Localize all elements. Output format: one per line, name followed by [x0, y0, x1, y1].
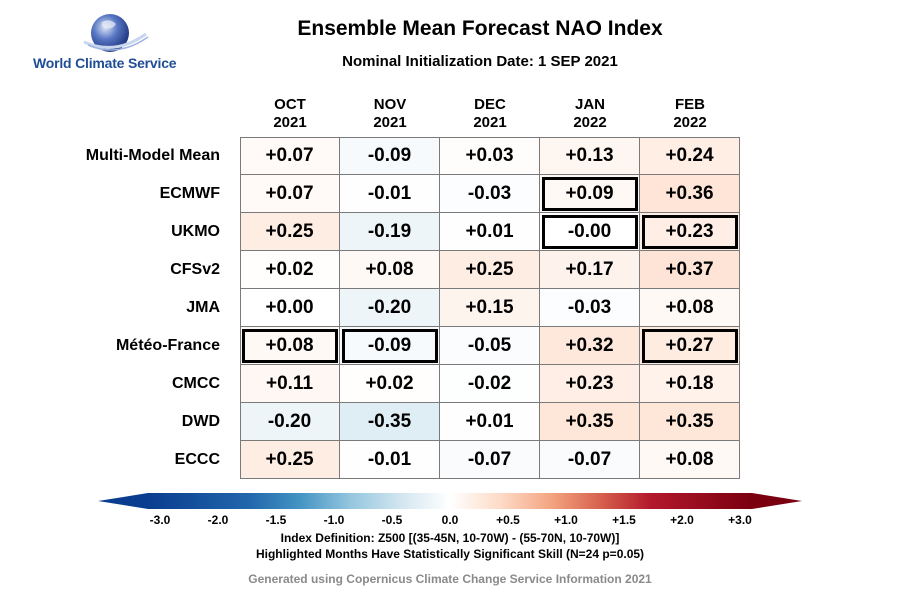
- heatmap-cell: -0.03: [540, 289, 640, 327]
- row-label: JMA: [186, 299, 220, 316]
- heatmap-cell: +0.02: [340, 365, 440, 403]
- heatmap-cell: +0.18: [640, 365, 740, 403]
- row-label: Météo-France: [115, 337, 220, 354]
- chart-title: Ensemble Mean Forecast NAO Index: [297, 17, 663, 40]
- copernicus-footer: Generated using Copernicus Climate Chang…: [248, 572, 652, 586]
- colorbar-tick-label: +3.0: [728, 513, 752, 527]
- colorbar-tick-label: -1.0: [323, 513, 345, 527]
- column-year-label: 2021: [373, 114, 407, 131]
- heatmap-cell: +0.02: [240, 251, 340, 289]
- column-year-label: 2021: [273, 114, 307, 131]
- heatmap-cell: -0.20: [240, 403, 340, 441]
- column-header-feb: FEB 2022: [640, 96, 740, 132]
- heatmap-cell: +0.25: [440, 251, 540, 289]
- column-month-label: OCT: [274, 96, 306, 113]
- nao-heatmap-grid: +0.07 -0.09 +0.03 +0.13 +0.24 +0.07 -0.01 -0.03…: [240, 137, 740, 479]
- heatmap-cell: +0.00: [240, 289, 340, 327]
- colorbar-tick-label: +1.5: [612, 513, 636, 527]
- heatmap-cell: +0.37: [640, 251, 740, 289]
- heatmap-cell: +0.17: [540, 251, 640, 289]
- significance-note: Highlighted Months Have Statistically Si…: [255, 547, 645, 561]
- heatmap-cell: +0.08: [340, 251, 440, 289]
- heatmap-cell: -0.00: [540, 213, 640, 251]
- heatmap-cell: +0.08: [240, 327, 340, 365]
- colorbar-tick-label: +0.5: [496, 513, 520, 527]
- heatmap-cell: +0.07: [240, 137, 340, 175]
- heatmap-cell: -0.09: [340, 327, 440, 365]
- column-month-label: FEB: [675, 96, 705, 113]
- heatmap-cell: -0.03: [440, 175, 540, 213]
- heatmap-cell: -0.05: [440, 327, 540, 365]
- heatmap-cell: +0.25: [240, 441, 340, 479]
- heatmap-cell: -0.19: [340, 213, 440, 251]
- world-climate-service-logo: World Climate Service: [30, 12, 190, 74]
- globe-icon: [83, 14, 149, 52]
- row-label: ECCC: [174, 451, 220, 468]
- heatmap-cell: +0.15: [440, 289, 540, 327]
- heatmap-cell: -0.20: [340, 289, 440, 327]
- column-year-label: 2022: [673, 114, 707, 131]
- colorbar-tick-label: 0.0: [441, 513, 459, 527]
- column-header-nov: NOV 2021: [340, 96, 440, 132]
- heatmap-cell: +0.23: [540, 365, 640, 403]
- heatmap-cell: -0.07: [440, 441, 540, 479]
- heatmap-cell: +0.08: [640, 289, 740, 327]
- colorbar-tick-label: -1.5: [265, 513, 287, 527]
- heatmap-cell: -0.09: [340, 137, 440, 175]
- column-month-label: NOV: [373, 96, 407, 113]
- colorbar-ramp: [98, 493, 802, 509]
- colorbar-tick-label: -0.5: [381, 513, 403, 527]
- index-definition-note: Index Definition: Z500 [(35-45N, 10-70W)…: [280, 531, 620, 545]
- heatmap-cell: -0.01: [340, 441, 440, 479]
- heatmap-cell: -0.07: [540, 441, 640, 479]
- heatmap-cell: +0.01: [440, 213, 540, 251]
- row-label: DWD: [181, 413, 220, 430]
- column-year-label: 2021: [473, 114, 507, 131]
- heatmap-cell: +0.23: [640, 213, 740, 251]
- heatmap-cell: +0.24: [640, 137, 740, 175]
- colorbar: [98, 493, 802, 509]
- row-label: ECMWF: [159, 185, 220, 202]
- column-month-label: DEC: [474, 96, 506, 113]
- column-header-oct: OCT 2021: [240, 96, 340, 132]
- column-header-dec: DEC 2021: [440, 96, 540, 132]
- heatmap-cell: -0.02: [440, 365, 540, 403]
- heatmap-cell: +0.07: [240, 175, 340, 213]
- heatmap-cell: +0.11: [240, 365, 340, 403]
- heatmap-cell: -0.35: [340, 403, 440, 441]
- colorbar-tick-label: -2.0: [207, 513, 229, 527]
- heatmap-cell: +0.01: [440, 403, 540, 441]
- heatmap-cell: +0.13: [540, 137, 640, 175]
- colorbar-tick-label: +2.0: [670, 513, 694, 527]
- heatmap-cell: +0.35: [540, 403, 640, 441]
- heatmap-cell: +0.03: [440, 137, 540, 175]
- heatmap-cell: +0.08: [640, 441, 740, 479]
- row-label: Multi-Model Mean: [85, 147, 220, 164]
- column-month-label: JAN: [574, 96, 605, 113]
- heatmap-cell: +0.32: [540, 327, 640, 365]
- heatmap-cell: +0.09: [540, 175, 640, 213]
- heatmap-cell: +0.35: [640, 403, 740, 441]
- column-year-label: 2022: [573, 114, 607, 131]
- row-label: CFSv2: [170, 261, 220, 278]
- colorbar-tick-label: -3.0: [149, 513, 171, 527]
- colorbar-tick-label: +1.0: [554, 513, 578, 527]
- chart-subtitle: Nominal Initialization Date: 1 SEP 2021: [342, 53, 618, 70]
- heatmap-cell: -0.01: [340, 175, 440, 213]
- heatmap-cell: +0.25: [240, 213, 340, 251]
- heatmap-cell: +0.36: [640, 175, 740, 213]
- row-label: CMCC: [172, 375, 220, 392]
- heatmap-cell: +0.27: [640, 327, 740, 365]
- row-label: UKMO: [171, 223, 220, 240]
- column-header-jan: JAN 2022: [540, 96, 640, 132]
- logo-text: World Climate Service: [33, 55, 177, 71]
